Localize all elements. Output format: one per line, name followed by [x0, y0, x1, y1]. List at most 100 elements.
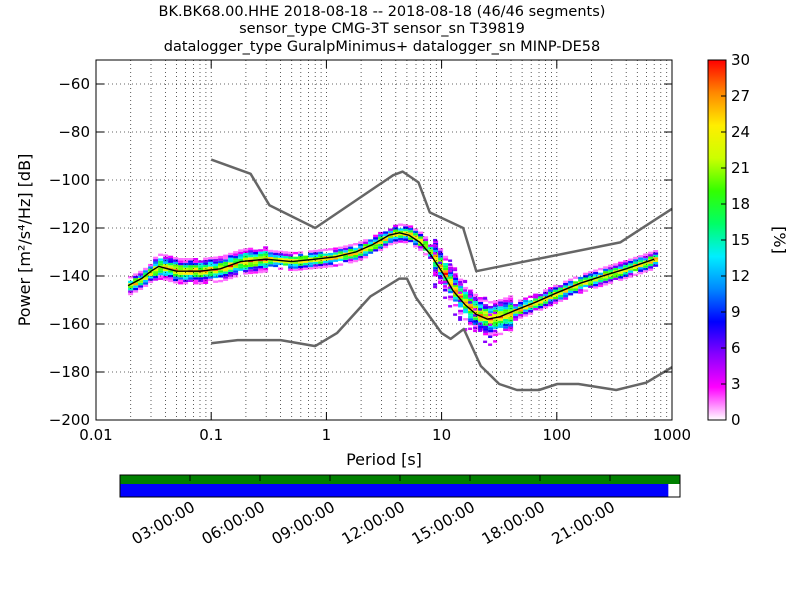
psd-cell [323, 253, 329, 256]
psd-cell [323, 255, 329, 259]
psd-cell [553, 296, 559, 300]
psd-cell [153, 268, 159, 272]
psd-cell [203, 281, 209, 284]
psd-cell [463, 291, 469, 295]
psd-cell [478, 316, 484, 319]
psd-cell [353, 243, 359, 246]
psd-cell [508, 300, 514, 303]
noise-model-curves [210, 158, 673, 392]
psd-cell [573, 288, 579, 291]
axis-ticks: 0.01 0.1 1 10 100 1000 −60 −80 −100 −120 −140 −160 −… [49, 60, 691, 444]
psd-cell [243, 248, 249, 251]
psd-cell [403, 226, 409, 229]
psd-cell [468, 311, 474, 314]
psd-cell [138, 273, 144, 276]
psd-cell [463, 298, 469, 302]
psd-cell [533, 308, 539, 311]
psd-cell [553, 299, 559, 302]
psd-cell [618, 261, 624, 265]
psd-cell [488, 343, 493, 346]
psd-cell [448, 305, 453, 308]
psd-cell [548, 301, 554, 304]
psd-cell [223, 261, 229, 265]
psd-cell [418, 234, 424, 237]
x-tick-label: 1000 [653, 426, 691, 444]
psd-cell [248, 247, 254, 251]
psd-cell [438, 252, 444, 256]
psd-cell [438, 272, 444, 275]
psd-cell [383, 238, 389, 241]
psd-cell [293, 261, 299, 264]
psd-cell [448, 276, 454, 279]
psd-cell [433, 257, 439, 260]
psd-cell [538, 303, 544, 306]
psd-cell [223, 269, 229, 272]
psd-cell [463, 308, 469, 311]
psd-cell [153, 275, 159, 279]
psd-cell [168, 277, 174, 280]
psd-cell [508, 307, 514, 310]
psd-cell [458, 309, 464, 313]
psd-cell [253, 254, 259, 257]
psd-cell [603, 278, 609, 281]
psd-cell [203, 272, 209, 275]
psd-cell [138, 280, 144, 283]
psd-cell [293, 268, 299, 272]
psd-cell [178, 265, 184, 268]
psd-cell [588, 273, 594, 276]
psd-cell [183, 272, 189, 275]
psd-cell [583, 282, 589, 285]
psd-cell [248, 269, 254, 272]
psd-cell [158, 268, 164, 271]
psd-cell [198, 282, 204, 285]
psd-cell [653, 250, 659, 253]
psd-cell [548, 287, 554, 290]
psd-cell [458, 283, 464, 286]
psd-cell [353, 257, 359, 260]
psd-cell [478, 304, 484, 307]
psd-cell [498, 325, 504, 328]
psd-cell [443, 255, 449, 259]
psd-cell [433, 274, 439, 277]
psd-cell [583, 277, 589, 280]
colorbar-tick-label: 18 [731, 195, 750, 213]
psd-cell [313, 249, 319, 253]
psd-cell [203, 257, 209, 260]
y-tick-label: −140 [49, 267, 90, 285]
psd-cell [318, 254, 324, 257]
psd-cell [603, 280, 609, 284]
psd-cell [448, 288, 454, 291]
psd-cell [228, 276, 234, 280]
colorbar-ticks: 0 3 6 9 12 15 18 21 24 27 30 [721, 51, 750, 429]
psd-cell [433, 238, 438, 242]
psd-cell [513, 318, 519, 321]
psd-cell [583, 284, 589, 288]
psd-cell [298, 268, 304, 271]
psd-cell [138, 287, 144, 290]
psd-cell [448, 266, 454, 270]
colorbar-tick-label: 24 [731, 123, 750, 141]
psd-cell [468, 315, 474, 319]
psd-cell [258, 263, 264, 266]
psd-cell [458, 278, 464, 281]
psd-cell [403, 240, 409, 244]
psd-cell [478, 308, 483, 311]
psd-cell [538, 293, 544, 297]
psd-cell [198, 277, 204, 280]
psd-cell [263, 253, 269, 256]
psd-cell [193, 262, 199, 266]
psd-cell [228, 252, 234, 256]
psd-cell [193, 258, 199, 261]
psd-cell [458, 318, 463, 321]
psd-cell [493, 314, 499, 317]
psd-cell [588, 285, 594, 288]
psd-cell [533, 305, 539, 308]
psd-cell [263, 246, 269, 249]
psd-cell [223, 271, 229, 274]
psd-cell [593, 274, 599, 277]
psd-cell [303, 265, 309, 268]
psd-cell [133, 273, 139, 276]
psd-cell [383, 245, 389, 249]
psd-cell [253, 256, 259, 260]
psd-cell [428, 249, 434, 252]
